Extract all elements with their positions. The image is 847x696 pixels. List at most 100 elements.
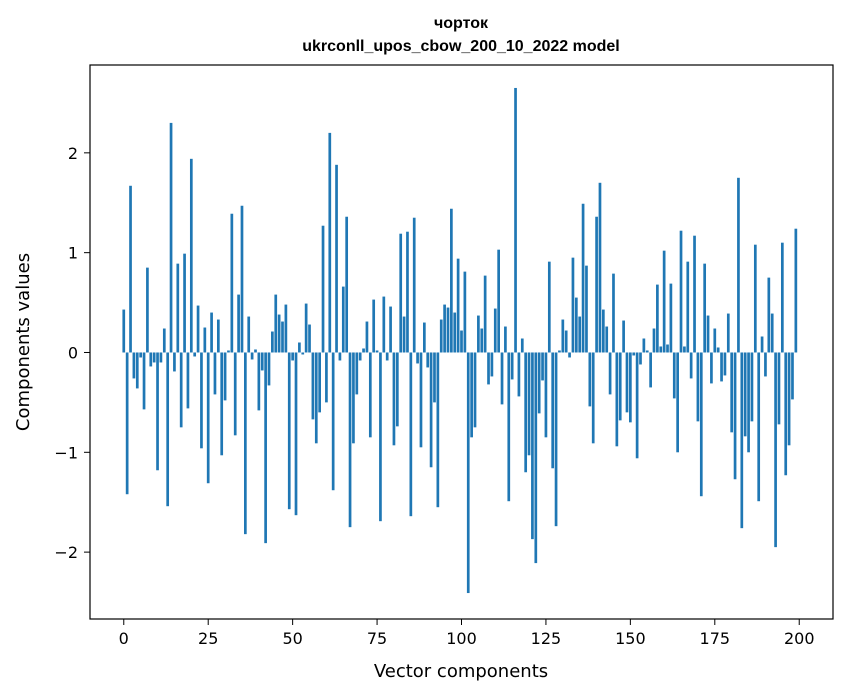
bar — [267, 352, 271, 386]
x-tick-label: 100 — [446, 629, 477, 648]
bar — [152, 352, 156, 363]
bar — [352, 352, 355, 444]
bar — [608, 352, 612, 395]
bar — [730, 352, 734, 433]
bar — [541, 352, 544, 381]
y-tick-label: 0 — [68, 343, 78, 362]
bar — [362, 348, 365, 353]
bar — [558, 350, 561, 353]
bar — [770, 313, 774, 353]
bar — [547, 261, 551, 353]
bar — [446, 307, 450, 353]
bar — [294, 352, 298, 516]
bar — [156, 352, 159, 471]
bar — [710, 352, 713, 384]
bar — [345, 216, 349, 353]
bar — [348, 352, 352, 528]
bar — [139, 352, 143, 358]
bar — [723, 352, 727, 376]
bar — [544, 352, 548, 438]
bar — [504, 326, 507, 353]
bar — [581, 203, 585, 353]
bar — [277, 314, 281, 353]
bar — [338, 352, 342, 361]
bar — [402, 316, 406, 353]
bar — [409, 352, 413, 517]
bar — [183, 253, 186, 353]
bar — [507, 352, 511, 502]
bar — [726, 313, 730, 353]
y-tick-label: 1 — [68, 244, 78, 263]
bar — [429, 352, 433, 468]
bar — [696, 352, 700, 422]
bar — [669, 283, 673, 353]
bar — [659, 346, 663, 353]
bar — [683, 346, 686, 353]
bar — [483, 275, 487, 353]
bar — [470, 352, 473, 438]
bar — [487, 352, 490, 385]
bar — [737, 177, 740, 353]
bar — [510, 352, 514, 380]
bar — [419, 352, 423, 448]
bar — [625, 352, 629, 413]
bar — [453, 312, 457, 353]
chart-title: чорток — [434, 15, 489, 32]
bar — [439, 319, 443, 353]
bar — [578, 316, 582, 353]
bar — [189, 158, 193, 353]
bar — [250, 352, 254, 360]
bar — [186, 352, 190, 409]
bar — [473, 352, 477, 428]
bar — [291, 352, 294, 361]
bar — [379, 352, 382, 522]
bar — [321, 225, 325, 353]
bar — [355, 352, 359, 395]
x-tick-label: 75 — [367, 629, 387, 648]
bar — [254, 349, 257, 353]
bar — [122, 309, 126, 353]
bar — [531, 352, 534, 540]
bar — [223, 352, 227, 401]
bar — [460, 330, 463, 353]
y-tick-label: −2 — [54, 543, 78, 562]
bar — [699, 352, 703, 497]
bar — [244, 352, 247, 535]
bar — [392, 352, 396, 446]
y-tick-label: 2 — [68, 144, 78, 163]
bar — [777, 352, 781, 425]
bar — [787, 352, 791, 446]
bar — [220, 352, 224, 456]
bar — [213, 352, 217, 395]
bar — [642, 338, 646, 353]
bar — [314, 352, 318, 444]
bar — [595, 216, 598, 353]
bar — [514, 87, 517, 353]
bar — [574, 297, 578, 353]
x-tick-label: 0 — [119, 629, 129, 648]
x-tick-label: 150 — [615, 629, 646, 648]
bar — [571, 257, 575, 353]
bar — [257, 352, 261, 411]
bar — [466, 352, 470, 594]
bar — [588, 352, 592, 407]
x-axis-label: Vector components — [374, 661, 548, 682]
bar — [416, 352, 419, 364]
bar — [179, 352, 183, 428]
bar — [260, 352, 264, 371]
bar — [129, 185, 132, 353]
x-tick-label: 50 — [282, 629, 302, 648]
bar — [747, 352, 750, 453]
bar — [365, 321, 369, 353]
bar — [534, 352, 538, 564]
bar — [368, 352, 372, 438]
chart-subtitle: ukrconll_upos_cbow_200_10_2022 model — [302, 38, 619, 55]
bar — [713, 328, 717, 353]
bar — [399, 233, 403, 353]
bar — [757, 352, 761, 502]
bar — [497, 249, 500, 353]
bar — [328, 132, 332, 353]
bar — [406, 231, 409, 353]
bar — [537, 352, 541, 414]
bar — [159, 352, 163, 363]
